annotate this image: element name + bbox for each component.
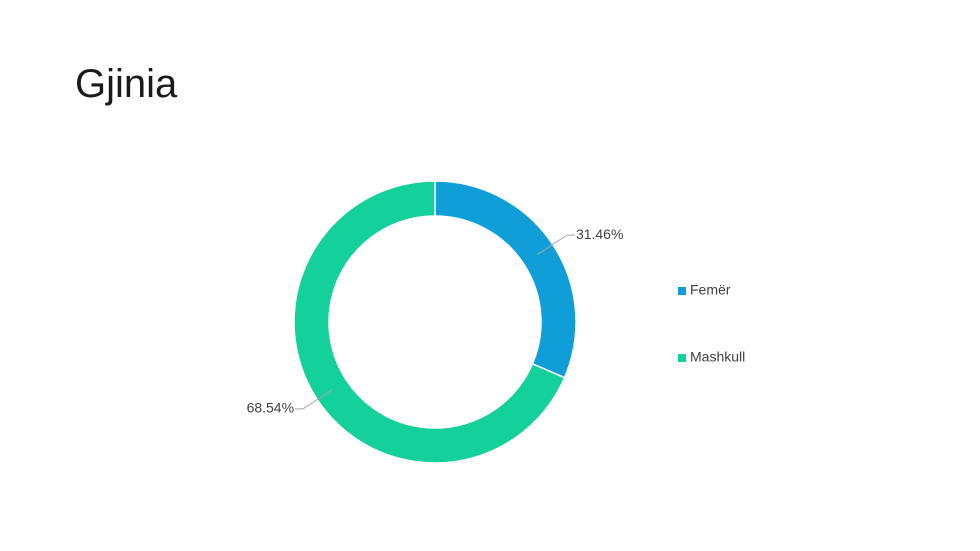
legend-label: Femër — [690, 282, 731, 298]
donut-segment — [434, 180, 577, 379]
leader-line — [295, 389, 333, 410]
donut-segment — [293, 180, 566, 464]
data-label: 68.54% — [247, 400, 294, 416]
legend-swatch — [678, 354, 686, 362]
legend-label: Mashkull — [690, 349, 745, 365]
legend-swatch — [678, 287, 686, 295]
leader-line — [537, 234, 575, 255]
chart-title: Gjinia — [75, 62, 178, 106]
data-label: 31.46% — [576, 226, 623, 242]
